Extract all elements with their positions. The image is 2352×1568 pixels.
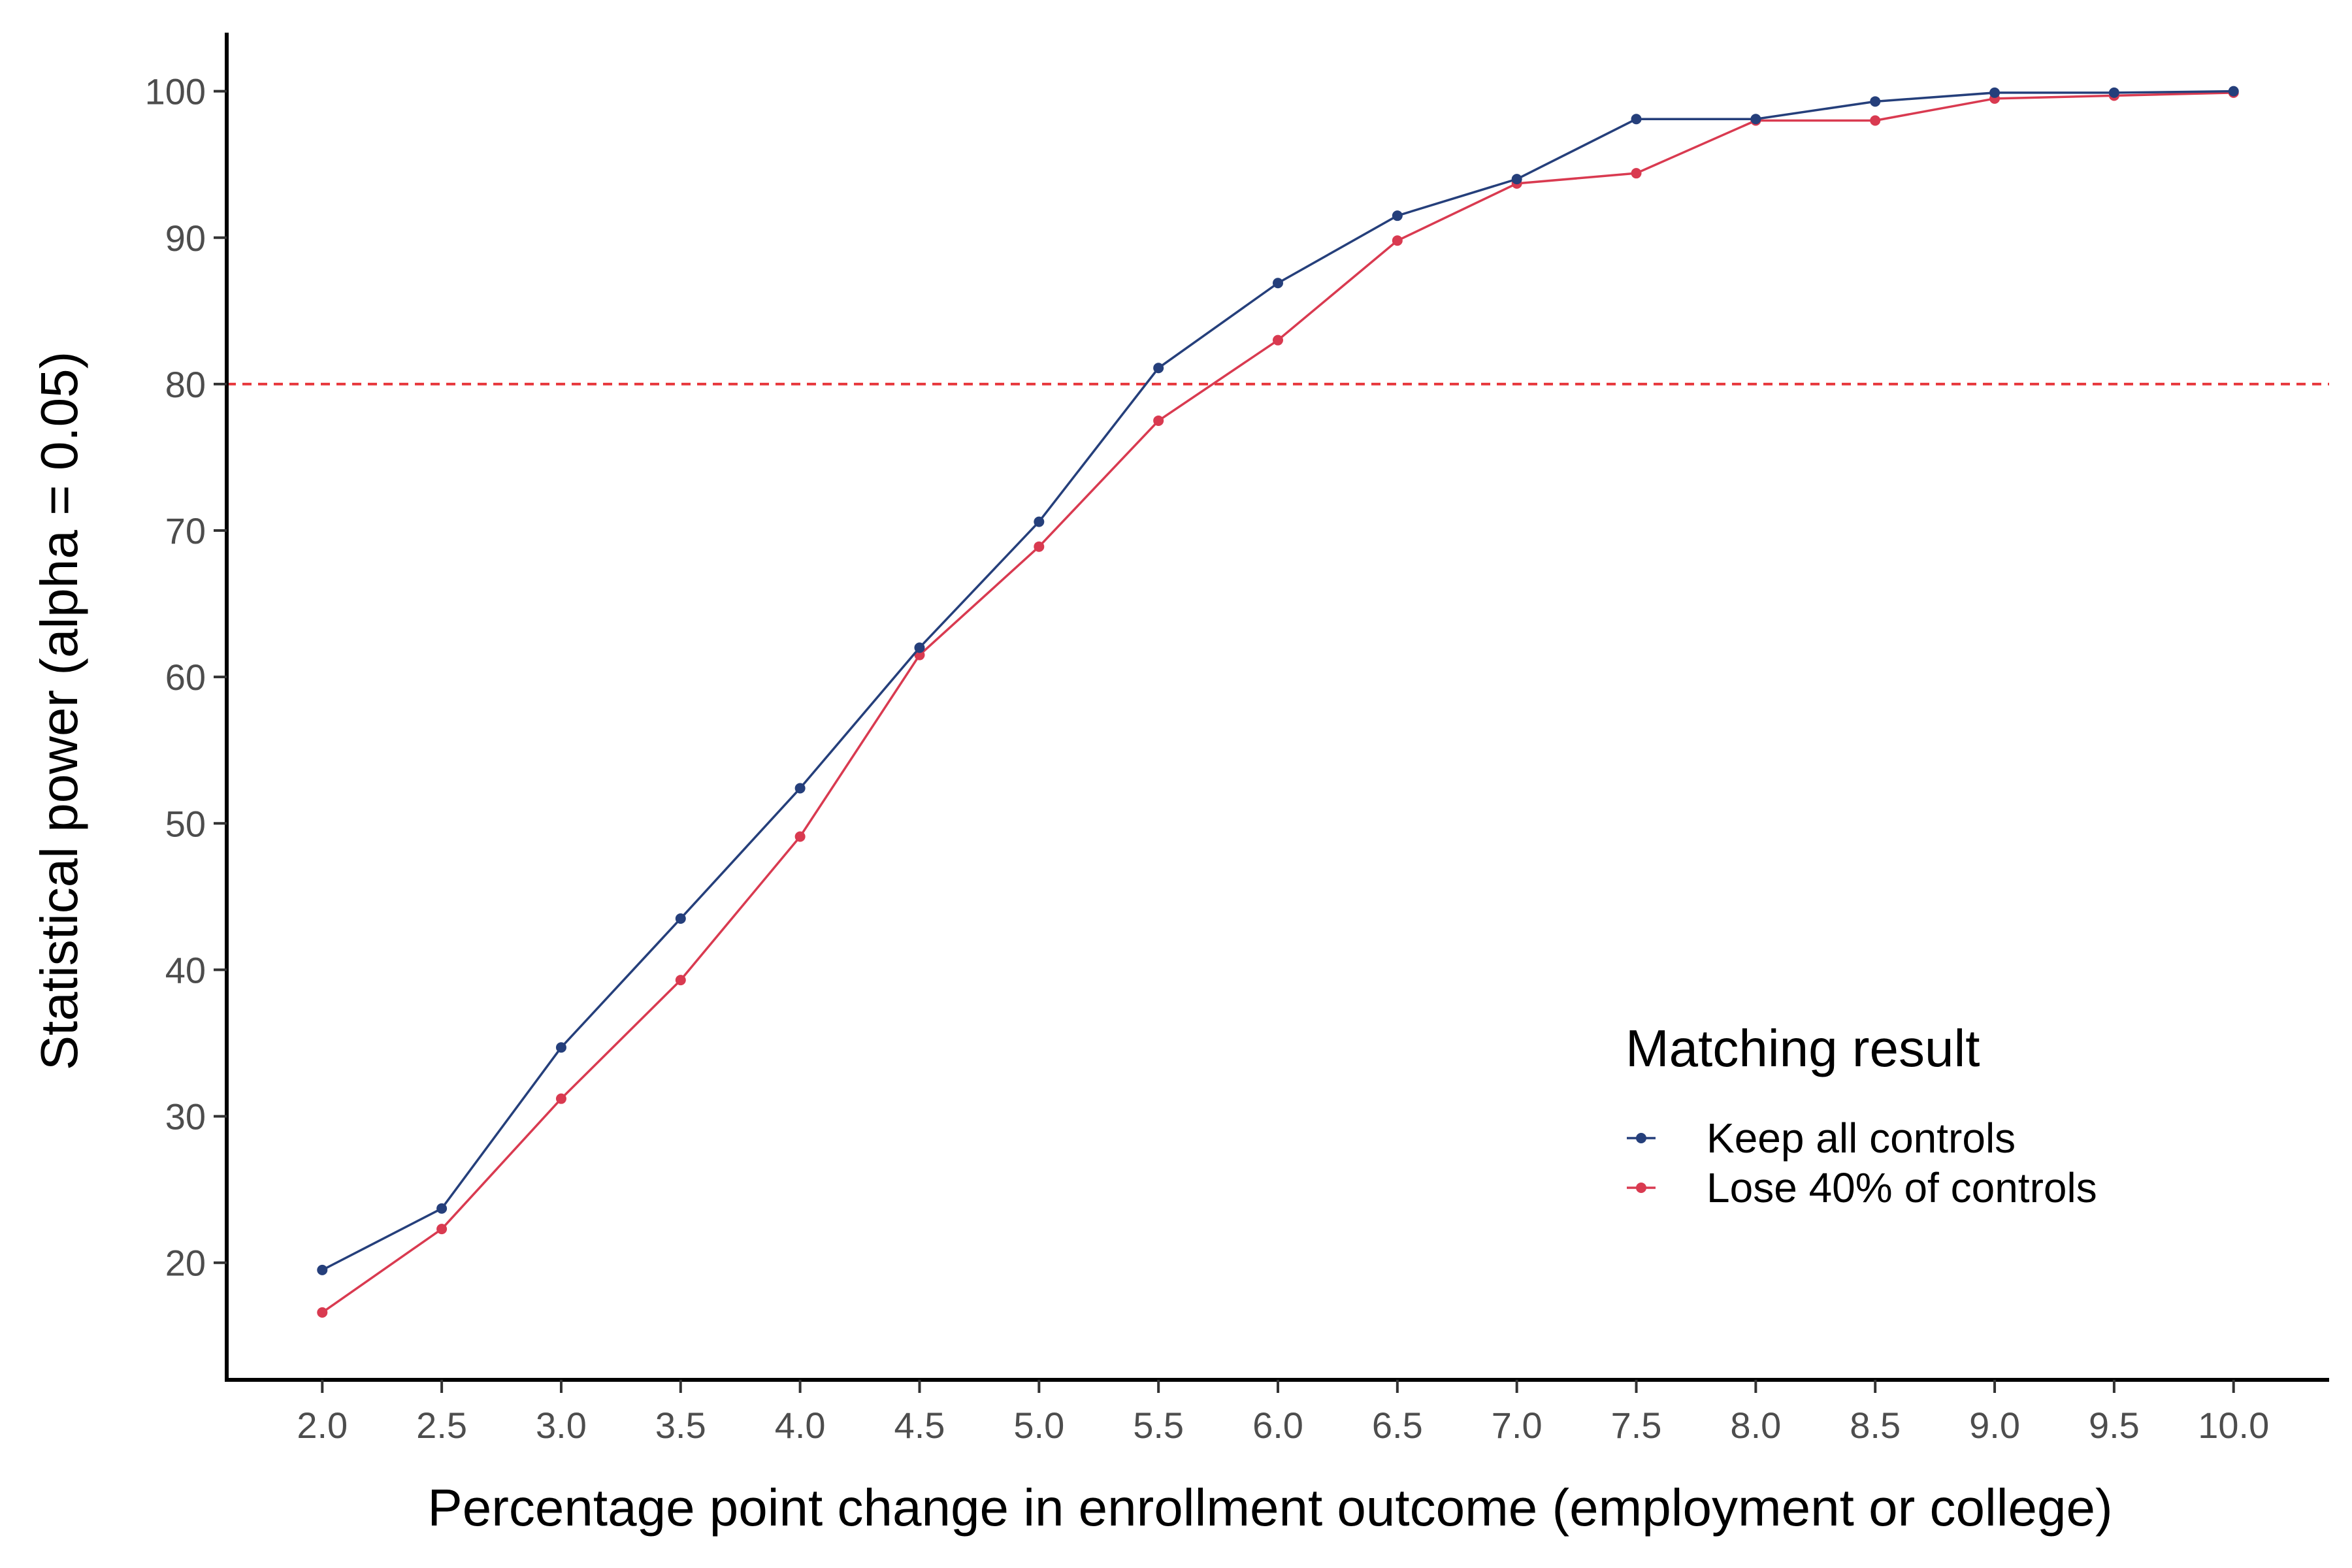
x-tick-label-5.0: 5.0	[1013, 1405, 1064, 1446]
y-tick-label-100: 100	[145, 71, 206, 112]
x-tick-label-10.0: 10.0	[2198, 1405, 2269, 1446]
y-tick-label-60: 60	[165, 657, 206, 698]
legend-label-2: Lose 40% of controls	[1707, 1164, 2097, 1211]
series-2-point-2.0	[317, 1307, 328, 1318]
series-1-point-6.5	[1392, 210, 1403, 221]
series-layer	[317, 86, 2239, 1318]
x-tick-label-2.5: 2.5	[416, 1405, 467, 1446]
y-tick-label-70: 70	[165, 510, 206, 551]
x-tick-label-7.0: 7.0	[1492, 1405, 1543, 1446]
x-tick-label-7.5: 7.5	[1611, 1405, 1662, 1446]
x-tick-label-4.5: 4.5	[894, 1405, 945, 1446]
legend-key-point-2	[1636, 1183, 1646, 1193]
series-1-point-3.0	[555, 1042, 566, 1053]
x-tick-label-5.5: 5.5	[1133, 1405, 1184, 1446]
series-1-point-7.0	[1511, 174, 1522, 185]
series-2-point-4.0	[794, 831, 806, 842]
y-tick-label-40: 40	[165, 949, 206, 990]
series-1-point-5.0	[1034, 516, 1045, 527]
y-tick-label-50: 50	[165, 803, 206, 844]
series-1-point-4.0	[794, 783, 806, 794]
series-1-point-6.0	[1273, 278, 1283, 289]
x-tick-label-8.5: 8.5	[1850, 1405, 1901, 1446]
series-1-point-9.5	[2108, 87, 2119, 98]
y-tick-label-90: 90	[165, 218, 206, 259]
x-tick-label-6.0: 6.0	[1252, 1405, 1303, 1446]
series-2-point-8.5	[1870, 115, 1881, 126]
series-2-point-5.0	[1034, 541, 1045, 552]
y-tick-label-30: 30	[165, 1096, 206, 1137]
series-1-point-4.5	[914, 642, 925, 653]
y-axis-title: Statistical power (alpha = 0.05)	[30, 351, 88, 1071]
legend-label-1: Keep all controls	[1707, 1115, 2016, 1162]
x-tick-label-3.0: 3.0	[536, 1405, 587, 1446]
series-1-point-9.0	[1989, 87, 2001, 98]
series-2-point-5.5	[1153, 415, 1164, 426]
series-1-point-8.5	[1870, 96, 1881, 107]
series-1-point-2.0	[317, 1264, 328, 1275]
series-1-point-8.0	[1750, 114, 1761, 125]
series-2-point-3.5	[675, 975, 686, 986]
x-tick-label-4.0: 4.0	[775, 1405, 826, 1446]
x-tick-label-8.0: 8.0	[1730, 1405, 1781, 1446]
x-tick-label-6.5: 6.5	[1372, 1405, 1423, 1446]
series-1-line	[321, 90, 2234, 1271]
x-tick-label-9.0: 9.0	[1969, 1405, 2020, 1446]
series-1-point-2.5	[436, 1203, 448, 1214]
series-2-point-6.0	[1273, 335, 1283, 346]
series-2-point-6.5	[1392, 235, 1403, 246]
series-1-point-7.5	[1631, 114, 1642, 125]
y-tick-label-20: 20	[165, 1243, 206, 1284]
legend-key-point-1	[1636, 1133, 1646, 1143]
series-1-point-5.5	[1153, 363, 1164, 374]
series-2-point-3.0	[555, 1093, 566, 1104]
legend-title: Matching result	[1625, 1019, 1980, 1077]
y-tick-label-80: 80	[165, 364, 206, 405]
series-2-point-2.5	[436, 1224, 448, 1235]
x-tick-label-3.5: 3.5	[655, 1405, 706, 1446]
x-tick-label-2.0: 2.0	[297, 1405, 348, 1446]
x-axis-title: Percentage point change in enrollment ou…	[427, 1478, 2112, 1537]
series-1-point-3.5	[675, 913, 686, 924]
series-2-point-7.5	[1631, 168, 1642, 179]
series-1-point-10.0	[2228, 86, 2239, 97]
x-tick-label-9.5: 9.5	[2089, 1405, 2140, 1446]
series-1	[317, 86, 2239, 1275]
axes-layer: 20 30 40 50 60 70 80 90 100 2.0 2.5 3.0 3.5 4.0 4.5 5.0…	[145, 33, 2329, 1446]
